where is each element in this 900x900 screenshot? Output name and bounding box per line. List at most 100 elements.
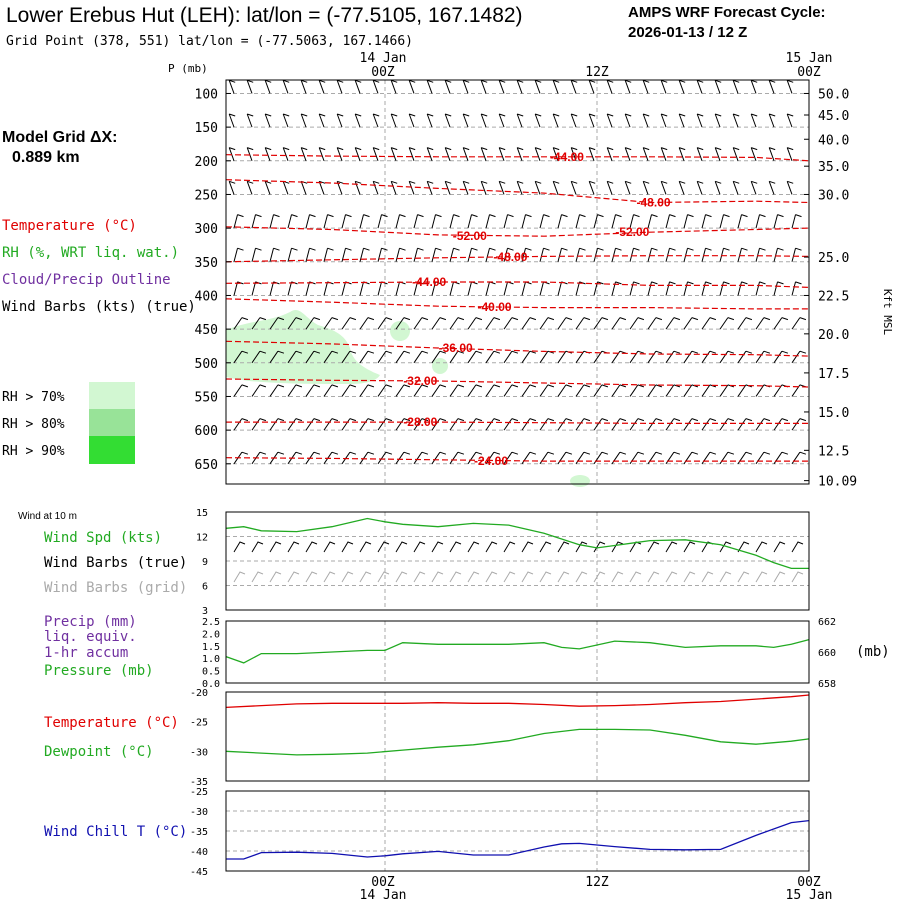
wind-barb bbox=[287, 384, 303, 397]
wind-barb bbox=[773, 214, 784, 229]
wind-barb bbox=[467, 418, 483, 431]
wind-barb bbox=[449, 281, 460, 296]
dewpoint-line bbox=[225, 728, 810, 756]
wind-barb bbox=[786, 79, 794, 94]
isotherm-label: -24.00 bbox=[474, 454, 508, 468]
wind-barb bbox=[629, 247, 640, 262]
grid-point-subtitle: Grid Point (378, 551) lat/lon = (-77.506… bbox=[6, 34, 413, 49]
wind-barb bbox=[750, 113, 758, 128]
isotherm-label: -44.00 bbox=[412, 275, 446, 289]
wind-barb bbox=[714, 180, 722, 195]
isotherm-line bbox=[225, 226, 810, 237]
true-wind-barb bbox=[395, 541, 408, 553]
temp-tick-label: -20 bbox=[190, 688, 208, 699]
wind-barb bbox=[683, 384, 699, 397]
wind-barb bbox=[233, 281, 244, 296]
isotherm-label: -52.00 bbox=[453, 229, 487, 243]
wind-barb bbox=[683, 350, 699, 364]
wind-barb bbox=[480, 147, 488, 161]
wind-barb bbox=[696, 79, 704, 94]
isotherm-label: -48.00 bbox=[493, 250, 527, 264]
wind-barb bbox=[341, 247, 352, 262]
wind-barb bbox=[498, 79, 506, 94]
wind-barb bbox=[539, 214, 550, 229]
grid-wind-barb bbox=[395, 571, 408, 583]
wind-barb bbox=[773, 350, 789, 364]
wind-barb bbox=[701, 384, 717, 397]
wind-barb bbox=[390, 180, 398, 195]
wind-barb bbox=[665, 247, 676, 262]
wind-barb bbox=[660, 180, 668, 195]
station-title: Lower Erebus Hut (LEH): lat/lon = (-77.5… bbox=[6, 4, 523, 27]
isotherm-line bbox=[225, 179, 810, 204]
wind-barb bbox=[341, 350, 357, 364]
wind-barb bbox=[696, 180, 704, 195]
wind-barb bbox=[678, 147, 686, 161]
true-wind-barb bbox=[539, 541, 552, 553]
grid-wind-barb bbox=[647, 571, 660, 583]
wind-barb bbox=[336, 113, 344, 128]
wind-barb bbox=[557, 451, 573, 465]
height-tick-label: 30.0 bbox=[818, 188, 849, 203]
wind-barb bbox=[516, 79, 524, 94]
wind-barb bbox=[462, 180, 470, 195]
bottom-time-00z-a: 00Z bbox=[371, 875, 395, 890]
grid-wind-barb bbox=[305, 571, 318, 583]
wind-barb bbox=[269, 281, 280, 296]
wind-barb bbox=[377, 281, 388, 296]
temperature-line bbox=[225, 694, 810, 709]
wind-barb bbox=[395, 451, 411, 465]
wind-barb bbox=[305, 384, 321, 397]
wind-barb bbox=[768, 113, 776, 128]
wind-barb bbox=[372, 79, 380, 94]
wind-barb bbox=[683, 451, 699, 465]
wind-barb bbox=[341, 214, 352, 229]
wind-barb bbox=[233, 214, 244, 229]
wind-barb bbox=[642, 79, 650, 94]
wind-barb bbox=[395, 214, 406, 229]
wind-speed-label: Wind Spd (kts) bbox=[44, 530, 162, 546]
wind-barb bbox=[593, 418, 609, 431]
wind-barb bbox=[606, 147, 614, 161]
wind-barb bbox=[575, 317, 591, 330]
wind-barb bbox=[413, 418, 429, 431]
wind-barb bbox=[588, 79, 596, 94]
wind-barb bbox=[786, 180, 794, 195]
wind-barb bbox=[377, 418, 393, 431]
wind-barb bbox=[629, 317, 645, 330]
wind-barb bbox=[557, 384, 573, 397]
wind-barb bbox=[305, 247, 316, 262]
wind-barb bbox=[665, 384, 681, 397]
rh-70-blob bbox=[570, 475, 590, 487]
wind-barb bbox=[539, 384, 555, 397]
wind-barb bbox=[413, 384, 429, 397]
isotherm-line bbox=[225, 340, 810, 357]
height-tick-label: 15.0 bbox=[818, 406, 849, 421]
wind-barb bbox=[683, 418, 699, 431]
wind-barb bbox=[588, 147, 596, 161]
wind-barb bbox=[714, 113, 722, 128]
wind-barb bbox=[593, 451, 609, 465]
true-wind-barb bbox=[305, 541, 318, 553]
wind-barb bbox=[485, 451, 501, 465]
true-wind-barb bbox=[467, 541, 480, 553]
wind-barb bbox=[354, 147, 362, 161]
wind-barb bbox=[593, 384, 609, 397]
wind-barb bbox=[539, 317, 555, 330]
wind-barb bbox=[737, 451, 753, 465]
pressure-tick-label: 650 bbox=[195, 458, 218, 473]
wind-barb bbox=[264, 180, 272, 195]
wind-barb bbox=[480, 180, 488, 195]
wind-barb bbox=[557, 350, 573, 364]
wind-barb bbox=[498, 113, 506, 128]
wind-barb bbox=[233, 350, 249, 364]
isotherm-line bbox=[225, 154, 810, 162]
wind-barb bbox=[287, 281, 298, 296]
wind-barb bbox=[269, 350, 285, 364]
wind-barb bbox=[485, 418, 501, 431]
temperature-frame bbox=[225, 691, 810, 782]
wind-barb bbox=[719, 418, 735, 431]
wind-10m-panel: 3 6 9 12 15 bbox=[196, 508, 810, 617]
wind-barb bbox=[575, 451, 591, 465]
wind-barb bbox=[552, 113, 560, 128]
